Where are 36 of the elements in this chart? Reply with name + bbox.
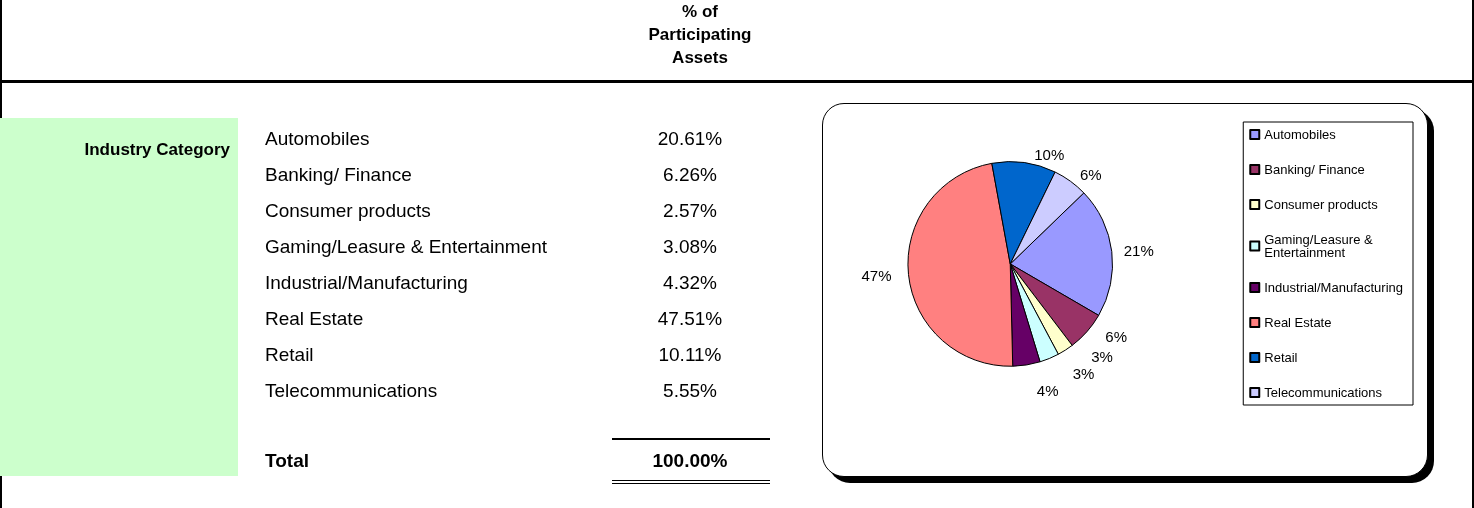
text: Industry Category — [83, 139, 230, 161]
text: 2.57% — [663, 200, 717, 221]
legend-label: Automobiles — [1264, 127, 1337, 142]
text: 100.00% — [651, 450, 729, 472]
legend-label: Gaming/Leasure & Entertainment — [1264, 232, 1377, 260]
text: 3.08% — [663, 236, 717, 257]
category-label: Banking/ Finance — [265, 164, 412, 185]
text: 47% — [861, 266, 892, 284]
text: 20.61% — [657, 128, 723, 149]
legend-label: Telecommunications — [1264, 385, 1383, 400]
text: 6% — [1105, 328, 1128, 346]
text: 3% — [1091, 348, 1113, 366]
text: 47.51% — [657, 308, 723, 329]
category-label: Industrial/Manufacturing — [265, 272, 468, 293]
text: % of Participating Assets — [647, 1, 753, 69]
category-label: Automobiles — [265, 128, 370, 149]
category-label: Telecommunications — [265, 380, 438, 401]
text: 4.32% — [663, 272, 717, 293]
legend-label: Banking/ Finance — [1264, 162, 1365, 177]
category-label: Consumer products — [265, 200, 431, 221]
category-label: Retail — [265, 344, 314, 365]
category-label: Real Estate — [265, 308, 364, 329]
text: 5.55% — [663, 380, 717, 401]
category-label: Gaming/Leasure & Entertainment — [265, 236, 547, 257]
text: 21% — [1123, 242, 1154, 260]
legend-label: Consumer products — [1264, 197, 1379, 212]
legend-label: Real Estate — [1264, 315, 1332, 330]
text: Total — [265, 450, 309, 472]
text: 10.11% — [658, 344, 722, 365]
text: 10% — [1034, 146, 1065, 164]
legend-label: Retail — [1264, 350, 1298, 365]
legend-label: Industrial/Manufacturing — [1264, 280, 1404, 295]
text: 3% — [1072, 365, 1095, 383]
text: 4% — [1036, 382, 1059, 400]
text: 6.26% — [663, 164, 717, 185]
text: 6% — [1079, 166, 1102, 184]
